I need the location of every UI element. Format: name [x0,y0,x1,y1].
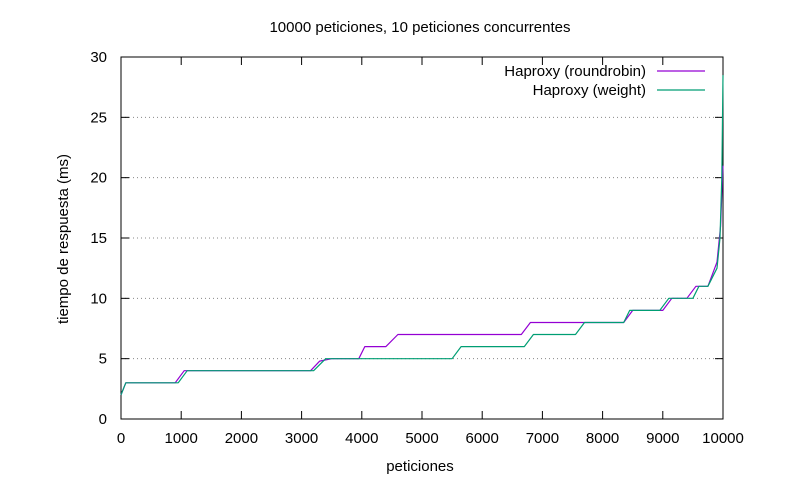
x-tick-label: 2000 [225,430,258,447]
x-tick-label: 8000 [586,430,619,447]
chart-title: 10000 peticiones, 10 peticiones concurre… [269,19,570,36]
ticks: 0 5 10 15 20 25 30 0 1000 2000 3000 4000 5000 6000 700… [90,49,744,447]
y-axis-label: tiempo de respuesta (ms) [55,154,72,324]
x-tick-label: 6000 [466,430,499,447]
y-tick-label: 5 [99,351,107,368]
y-tick-label: 15 [90,230,107,247]
x-tick-label: 4000 [345,430,378,447]
x-tick-label: 1000 [165,430,198,447]
series-group [120,75,724,396]
y-tick-label: 20 [90,170,107,187]
y-tick-label: 0 [99,411,107,428]
legend: Haproxy (roundrobin) Haproxy (weight) [504,63,705,99]
y-tick-label: 30 [90,49,107,66]
x-tick-label: 7000 [526,430,559,447]
legend-label-1: Haproxy (weight) [533,82,646,99]
x-tick-label: 5000 [405,430,438,447]
x-axis-label: peticiones [386,458,454,475]
series-line-1 [120,75,724,396]
x-tick-label: 9000 [646,430,679,447]
x-tick-label: 3000 [285,430,318,447]
x-tick-label: 10000 [702,430,744,447]
x-tick-label: 0 [117,430,125,447]
y-tick-label: 10 [90,290,107,307]
legend-label-0: Haproxy (roundrobin) [504,63,646,80]
y-tick-label: 25 [90,109,107,126]
